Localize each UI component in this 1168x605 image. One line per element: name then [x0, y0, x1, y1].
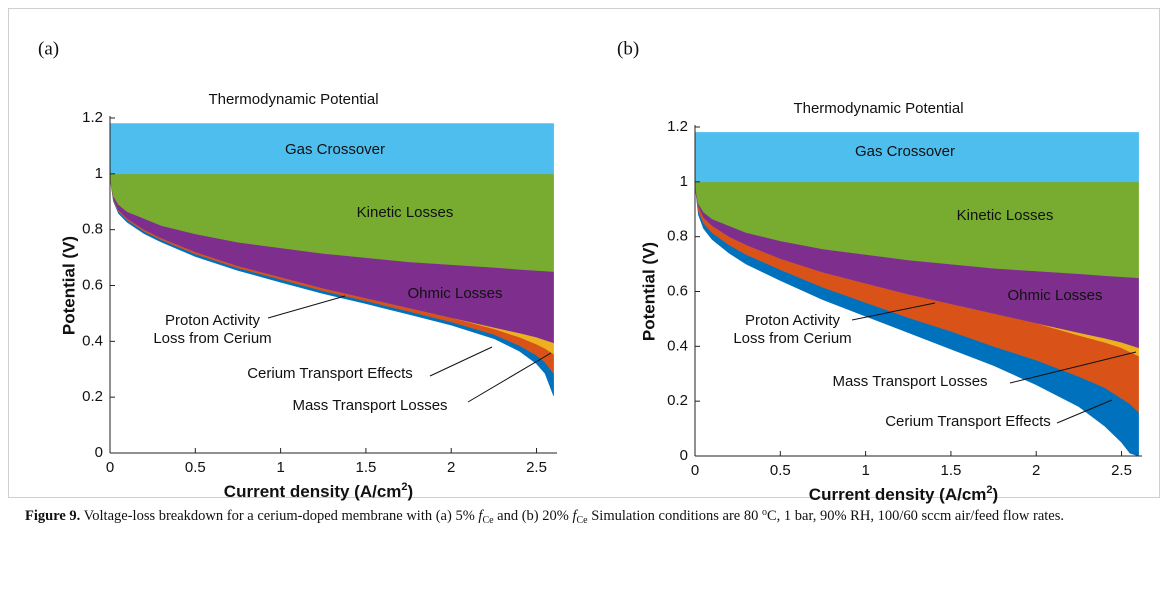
- y-tick-label: 1: [95, 165, 103, 182]
- band-label: Cerium Transport Effects: [885, 413, 1051, 430]
- band-label: Mass Transport Losses: [832, 373, 987, 390]
- y-tick-label: 1.2: [667, 118, 688, 135]
- y-tick-label: 0: [680, 447, 688, 464]
- caption: Figure 9. Voltage-loss breakdown for a c…: [25, 503, 1135, 531]
- x-tick-label: 2: [1032, 462, 1040, 479]
- caption-part: Ce: [576, 515, 588, 526]
- x-tick-label: 2.5: [1111, 462, 1132, 479]
- y-tick-label: 0: [95, 444, 103, 461]
- leader-line: [1009, 351, 1137, 384]
- area-band: [109, 123, 554, 175]
- y-tick-label: 0.4: [667, 337, 688, 354]
- caption-part: Figure 9.: [25, 508, 81, 524]
- band-label-text: Proton Activity Loss from Cerium: [153, 312, 272, 347]
- leader-line: [1056, 399, 1113, 424]
- y-tick-label: 0.4: [82, 332, 103, 349]
- band-label: Ohmic Losses: [407, 285, 502, 302]
- y-tick-label: 0.2: [667, 392, 688, 409]
- x-tick-label: 2: [447, 459, 455, 476]
- x-axis-label-part: 2: [401, 481, 407, 493]
- leader-line: [467, 352, 552, 403]
- x-tick-label: 0.5: [770, 462, 791, 479]
- x-tick-label: 0: [106, 459, 114, 476]
- x-tick-label: 1.5: [940, 462, 961, 479]
- band-label-text: Proton Activity Loss from Cerium: [733, 312, 852, 347]
- y-axis-label: Potential (V): [639, 242, 658, 341]
- area-band: [694, 132, 1139, 183]
- band-label: Gas Crossover: [855, 143, 955, 160]
- figure-frame: [8, 8, 1160, 498]
- x-tick-label: 1: [861, 462, 869, 479]
- caption-part: f: [478, 508, 483, 524]
- x-tick-label: 1: [276, 459, 284, 476]
- leader-line: [267, 295, 346, 319]
- y-tick-label: 0.6: [82, 276, 103, 293]
- y-tick-label: 0.8: [667, 228, 688, 245]
- caption-part: and (b) 20%: [493, 508, 573, 524]
- x-tick-label: 2.5: [526, 459, 547, 476]
- y-tick-label: 1.2: [82, 109, 103, 126]
- band-label: Kinetic Losses: [957, 207, 1054, 224]
- leader-line: [429, 346, 493, 377]
- x-axis-label-part: Current density (A/cm: [809, 485, 987, 504]
- y-tick-label: 0.6: [667, 282, 688, 299]
- caption-part: Voltage-loss breakdown for a cerium-dope…: [80, 508, 479, 524]
- x-axis-label-part: 2: [986, 484, 992, 496]
- caption-part: Ce: [482, 515, 494, 526]
- x-axis-label: Current density (A/cm2): [224, 481, 413, 502]
- band-label: Proton Activity Loss from Cerium: [153, 312, 272, 347]
- annotation: Thermodynamic Potential: [793, 100, 963, 117]
- y-tick-label: 0.8: [82, 221, 103, 238]
- band-label: Cerium Transport Effects: [247, 365, 413, 382]
- y-tick-label: 0.2: [82, 388, 103, 405]
- caption-part: C, 1 bar, 90% RH, 100/60 sccm air/feed f…: [767, 508, 1064, 524]
- x-axis-label-part: ): [408, 482, 414, 501]
- band-label: Ohmic Losses: [1007, 287, 1102, 304]
- x-tick-label: 1.5: [355, 459, 376, 476]
- y-axis-label: Potential (V): [59, 236, 78, 335]
- band-label: Mass Transport Losses: [292, 397, 447, 414]
- caption-part: Simulation conditions are 80: [587, 508, 762, 524]
- leader-line: [851, 302, 936, 321]
- x-axis-label-part: Current density (A/cm: [224, 482, 402, 501]
- band-label: Gas Crossover: [285, 141, 385, 158]
- panel-label: (b): [617, 38, 639, 59]
- x-axis-label-part: ): [993, 485, 999, 504]
- panel-label: (a): [38, 38, 59, 59]
- band-label: Kinetic Losses: [357, 204, 454, 221]
- caption-part: o: [762, 507, 767, 518]
- y-tick-label: 1: [680, 173, 688, 190]
- annotation: Thermodynamic Potential: [208, 91, 378, 108]
- x-axis-label: Current density (A/cm2): [809, 484, 998, 505]
- x-tick-label: 0: [691, 462, 699, 479]
- caption-part: f: [572, 508, 577, 524]
- x-tick-label: 0.5: [185, 459, 206, 476]
- band-label: Proton Activity Loss from Cerium: [733, 312, 852, 347]
